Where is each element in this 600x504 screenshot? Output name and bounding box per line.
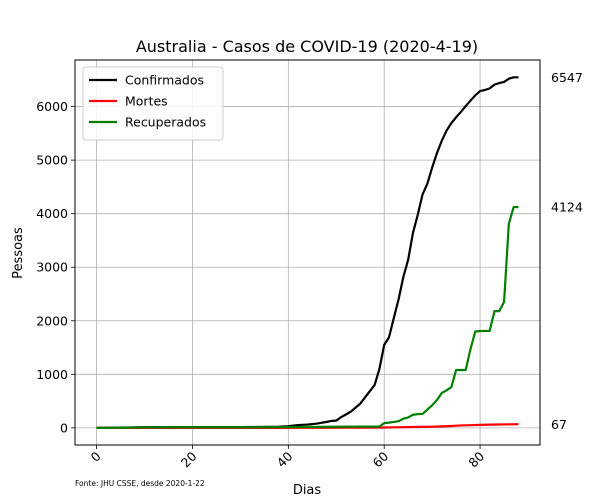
end-labels: 6547 67 4124 (551, 70, 583, 432)
y-tick-label: 5000 (36, 153, 68, 168)
legend-label-recuperados: Recuperados (125, 115, 206, 130)
end-label-confirmados: 6547 (551, 70, 583, 85)
end-label-mortes: 67 (551, 417, 567, 432)
y-tick-label: 6000 (36, 99, 68, 114)
y-tick-label: 3000 (36, 260, 68, 275)
legend-label-confirmados: Confirmados (125, 73, 204, 88)
end-label-recuperados: 4124 (551, 200, 583, 215)
legend-box (82, 66, 224, 141)
chart-title: Australia - Casos de COVID-19 (2020-4-19… (136, 37, 478, 56)
y-tick-label: 1000 (36, 367, 68, 382)
x-axis-label: Dias (293, 483, 322, 498)
source-note: Fonte: JHU CSSE, desde 2020-1-22 (75, 479, 205, 488)
y-tick-label: 2000 (36, 313, 68, 328)
y-axis-label: Pessoas (11, 227, 26, 279)
series-line-confirmados (96, 76, 519, 429)
legend: Confirmados Mortes Recuperados (82, 66, 224, 141)
series-lines (96, 76, 519, 429)
y-tick-label: 0 (60, 420, 68, 435)
series-line-recuperados (96, 205, 519, 429)
y-tick-label: 4000 (36, 206, 68, 221)
legend-label-mortes: Mortes (125, 94, 168, 109)
plot-frame (74, 59, 541, 446)
grid (75, 60, 540, 445)
